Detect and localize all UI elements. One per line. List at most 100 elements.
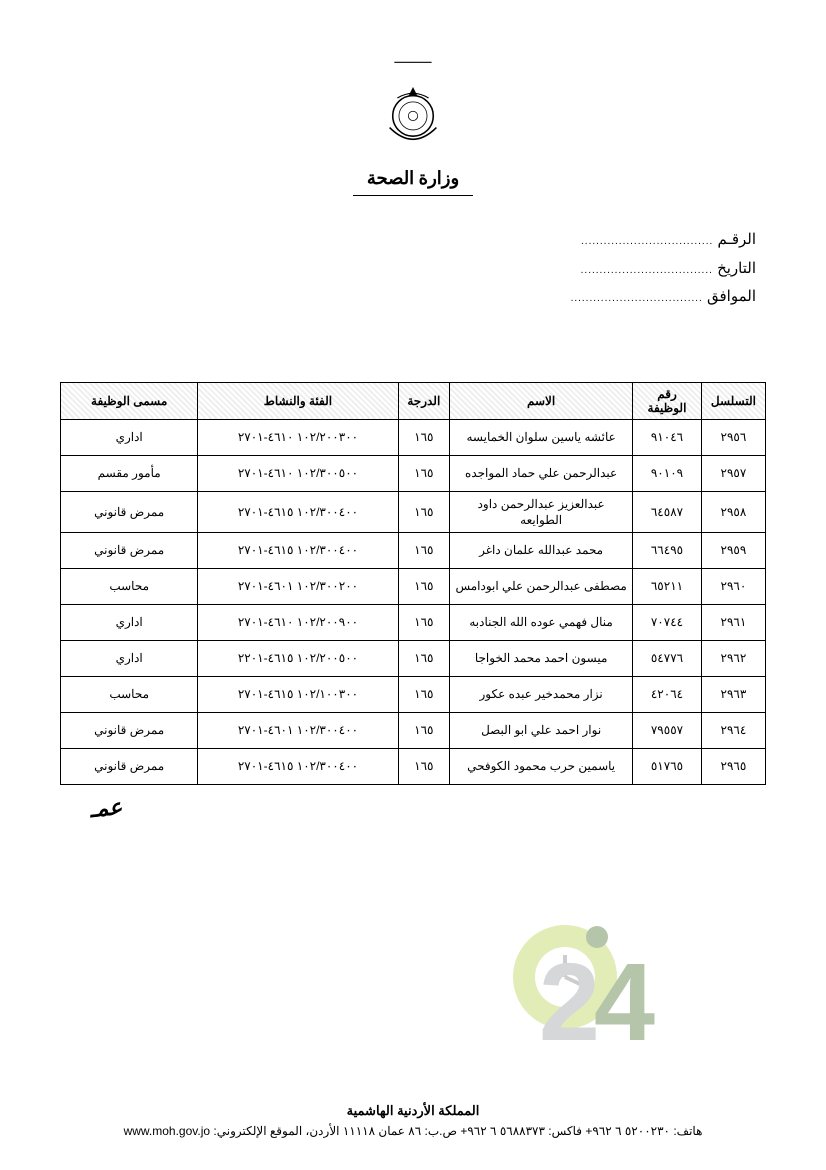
cell-emp: ٧٩٥٥٧ — [633, 712, 702, 748]
col-header-name: الاسم — [450, 382, 633, 419]
table-row: ٢٩٦٥٥١٧٦٥ياسمين حرب محمود الكوفحي١٦٥١٠٢/… — [61, 748, 766, 784]
meta-attach-label: الموافق — [707, 283, 756, 312]
cell-name: نزار محمدخير عبده عكور — [450, 676, 633, 712]
cell-code: ١٠٢/٣٠٠٤٠٠ ٤٦١٥-٢٧٠١ — [198, 532, 398, 568]
cell-name: عبدالرحمن علي حماد المواجده — [450, 455, 633, 491]
cell-emp: ٥٤٧٧٦ — [633, 640, 702, 676]
meta-block: الرقـم .................................… — [60, 226, 766, 312]
cell-seq: ٢٩٦٤ — [701, 712, 765, 748]
table-row: ٢٩٦٠٦٥٢١١مصطفى عبدالرحمن علي ابودامس١٦٥١… — [61, 568, 766, 604]
wm-clock-h2 — [565, 977, 582, 985]
cell-job: ممرض قانوني — [61, 748, 198, 784]
cell-seq: ٢٩٥٩ — [701, 532, 765, 568]
cell-seq: ٢٩٥٧ — [701, 455, 765, 491]
cell-name: نوار احمد علي ابو البصل — [450, 712, 633, 748]
cell-seq: ٢٩٥٦ — [701, 419, 765, 455]
table-body: ٢٩٥٦٩١٠٤٦عائشه ياسين سلوان الخمايسه١٦٥١٠… — [61, 419, 766, 784]
cell-name: ياسمين حرب محمود الكوفحي — [450, 748, 633, 784]
col-header-mark: الدرجة — [398, 382, 449, 419]
cell-code: ١٠٢/٢٠٠٩٠٠ ٤٦١٠-٢٧٠١ — [198, 604, 398, 640]
cell-code: ١٠٢/٣٠٠٥٠٠ ٤٦١٠-٢٧٠١ — [198, 455, 398, 491]
ministry-title: وزارة الصحة — [60, 168, 766, 189]
col-header-emp: رقم الوظيفة — [633, 382, 702, 419]
cell-job: مأمور مقسم — [61, 455, 198, 491]
meta-number: الرقـم .................................… — [60, 226, 756, 255]
table-row: ٢٩٦٣٤٢٠٦٤نزار محمدخير عبده عكور١٦٥١٠٢/١٠… — [61, 676, 766, 712]
cell-emp: ٦٤٥٨٧ — [633, 491, 702, 532]
cell-emp: ٦٥٢١١ — [633, 568, 702, 604]
cell-job: ممرض قانوني — [61, 532, 198, 568]
employees-table: التسلسل رقم الوظيفة الاسم الدرجة الفئة و… — [60, 382, 766, 785]
table-row: ٢٩٥٦٩١٠٤٦عائشه ياسين سلوان الخمايسه١٦٥١٠… — [61, 419, 766, 455]
cell-seq: ٢٩٦٠ — [701, 568, 765, 604]
col-header-code: الفئة والنشاط — [198, 382, 398, 419]
meta-attach: الموافق ................................… — [60, 283, 756, 312]
cell-mark: ١٦٥ — [398, 532, 449, 568]
cell-emp: ٥١٧٦٥ — [633, 748, 702, 784]
cell-job: محاسب — [61, 568, 198, 604]
cell-seq: ٢٩٦١ — [701, 604, 765, 640]
table-row: ٢٩٥٨٦٤٥٨٧عبدالعزيز عبدالرحمن داود الطواي… — [61, 491, 766, 532]
meta-date: التاريخ ................................… — [60, 255, 756, 284]
footer-contact-text: هاتف: ٥٢٠٠٢٣٠ ٦ ٩٦٢+ فاكس: ٥٦٨٨٣٧٣ ٦ ٩٦٢… — [210, 1124, 702, 1138]
cell-code: ١٠٢/٣٠٠٤٠٠ ٤٦١٥-٢٧٠١ — [198, 748, 398, 784]
cell-mark: ١٦٥ — [398, 568, 449, 604]
footer-url: www.moh.gov.jo — [124, 1124, 210, 1138]
table-row: ٢٩٥٩٦٦٤٩٥محمد عبدالله علمان داغر١٦٥١٠٢/٣… — [61, 532, 766, 568]
cell-mark: ١٦٥ — [398, 455, 449, 491]
wm-2: 2 — [539, 941, 600, 1064]
cell-name: ميسون احمد محمد الخواجا — [450, 640, 633, 676]
cell-emp: ٦٦٤٩٥ — [633, 532, 702, 568]
cell-mark: ١٦٥ — [398, 604, 449, 640]
cell-emp: ٤٢٠٦٤ — [633, 676, 702, 712]
cell-mark: ١٦٥ — [398, 748, 449, 784]
cell-code: ١٠٢/٣٠٠٤٠٠ ٤٦١٥-٢٧٠١ — [198, 491, 398, 532]
emblem-underline — [353, 195, 473, 196]
table-row: ٢٩٥٧٩٠١٠٩عبدالرحمن علي حماد المواجده١٦٥١… — [61, 455, 766, 491]
cell-seq: ٢٩٦٣ — [701, 676, 765, 712]
cell-name: عبدالعزيز عبدالرحمن داود الطوايعه — [450, 491, 633, 532]
cell-code: ١٠٢/٢٠٠٣٠٠ ٤٦١٠-٢٧٠١ — [198, 419, 398, 455]
footer: المملكة الأردنية الهاشمية هاتف: ٥٢٠٠٢٣٠ … — [0, 1101, 826, 1141]
cell-name: عائشه ياسين سلوان الخمايسه — [450, 419, 633, 455]
cell-job: اداري — [61, 640, 198, 676]
cell-mark: ١٦٥ — [398, 419, 449, 455]
meta-attach-dots: ................................... — [571, 289, 703, 308]
letterhead: ـــــــــ وزارة الصحة — [60, 50, 766, 196]
cell-job: محاسب — [61, 676, 198, 712]
table-row: ٢٩٦٤٧٩٥٥٧نوار احمد علي ابو البصل١٦٥١٠٢/٣… — [61, 712, 766, 748]
emblem-icon — [374, 73, 452, 151]
cell-seq: ٢٩٥٨ — [701, 491, 765, 532]
cell-job: اداري — [61, 604, 198, 640]
wm-dot — [586, 926, 608, 948]
ornament-top: ـــــــــ — [60, 50, 766, 67]
cell-code: ١٠٢/١٠٠٣٠٠ ٤٦١٥-٢٧٠١ — [198, 676, 398, 712]
cell-mark: ١٦٥ — [398, 676, 449, 712]
meta-number-label: الرقـم — [717, 226, 756, 255]
table-row: ٢٩٦٢٥٤٧٧٦ميسون احمد محمد الخواجا١٦٥١٠٢/٢… — [61, 640, 766, 676]
signature: عمـ — [59, 794, 124, 826]
table-row: ٢٩٦١٧٠٧٤٤منال فهمي عوده الله الجنادبه١٦٥… — [61, 604, 766, 640]
col-header-job: مسمى الوظيفة — [61, 382, 198, 419]
footer-contact: هاتف: ٥٢٠٠٢٣٠ ٦ ٩٦٢+ فاكس: ٥٦٨٨٣٧٣ ٦ ٩٦٢… — [0, 1122, 826, 1140]
cell-seq: ٢٩٦٥ — [701, 748, 765, 784]
cell-mark: ١٦٥ — [398, 640, 449, 676]
cell-seq: ٢٩٦٢ — [701, 640, 765, 676]
cell-emp: ٩٠١٠٩ — [633, 455, 702, 491]
cell-job: ممرض قانوني — [61, 712, 198, 748]
cell-name: محمد عبدالله علمان داغر — [450, 532, 633, 568]
cell-job: اداري — [61, 419, 198, 455]
col-header-seq: التسلسل — [701, 382, 765, 419]
cell-name: مصطفى عبدالرحمن علي ابودامس — [450, 568, 633, 604]
watermark-logo: J 2 4 — [430, 905, 710, 1080]
footer-kingdom: المملكة الأردنية الهاشمية — [0, 1101, 826, 1121]
cell-mark: ١٦٥ — [398, 491, 449, 532]
meta-date-label: التاريخ — [717, 255, 756, 284]
cell-code: ١٠٢/٣٠٠٢٠٠ ٤٦٠١-٢٧٠١ — [198, 568, 398, 604]
meta-number-dots: ................................... — [581, 232, 713, 251]
cell-job: ممرض قانوني — [61, 491, 198, 532]
wm-o-outer — [513, 925, 617, 1029]
wm-4: 4 — [594, 941, 655, 1064]
wm-o-inner — [535, 947, 595, 1007]
cell-name: منال فهمي عوده الله الجنادبه — [450, 604, 633, 640]
